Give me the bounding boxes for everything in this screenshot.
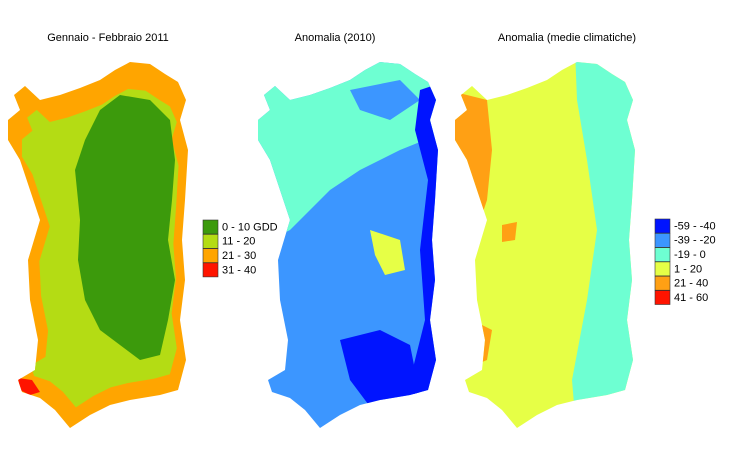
legend-label: -19 - 0 <box>674 249 706 261</box>
panel-title: Gennaio - Febbraio 2011 <box>47 32 169 44</box>
legend-label: 21 - 40 <box>674 278 708 290</box>
legend-swatch <box>654 261 671 277</box>
legend-swatch <box>202 234 219 249</box>
panel-title: Anomalia (medie climatiche) <box>498 32 636 44</box>
legend-label: 31 - 40 <box>222 264 256 276</box>
legend-label: 11 - 20 <box>222 236 255 248</box>
legend-label: 41 - 60 <box>674 292 708 304</box>
legend-swatch <box>654 290 671 305</box>
legend: -59 - -40 -39 - -20 -19 - 0 1 - 20 21 - 40 41… <box>654 218 716 305</box>
legend-swatch <box>202 262 219 278</box>
legend-label: -59 - -40 <box>674 220 716 232</box>
map-anomaly-climate <box>455 62 635 428</box>
legend-label: 21 - 30 <box>222 250 256 262</box>
legend-label: 0 - 10 GDD <box>222 221 278 233</box>
legend-label: 1 - 20 <box>674 263 702 275</box>
legend-label: -39 - -20 <box>674 235 716 247</box>
legend-swatch <box>202 219 219 235</box>
legend-swatch <box>654 275 671 291</box>
panel-title: Anomalia (2010) <box>295 32 376 44</box>
map-anomaly-2010 <box>258 62 438 428</box>
map-gdd <box>8 62 188 428</box>
legend-swatch <box>202 248 219 263</box>
legend-swatch <box>654 247 671 262</box>
legend: 0 - 10 GDD 11 - 20 21 - 30 31 - 40 <box>202 219 278 278</box>
legend-swatch <box>654 218 671 234</box>
legend-swatch <box>654 233 671 248</box>
